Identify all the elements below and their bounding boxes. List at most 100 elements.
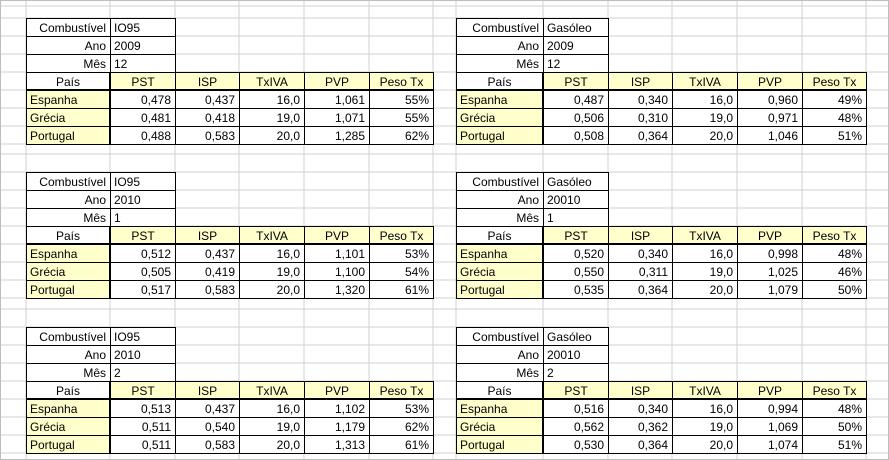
col-header-pais[interactable]: País (27, 227, 111, 245)
ano-value-cell[interactable]: 2009 (544, 37, 609, 55)
pvp-cell[interactable]: 1,046 (738, 127, 803, 145)
country-cell[interactable]: Grécia (457, 263, 544, 281)
mes-label-cell[interactable]: Mês (457, 209, 544, 227)
col-header-pesotx[interactable]: Peso Tx (370, 227, 434, 245)
txiva-cell[interactable]: 16,0 (673, 245, 738, 263)
combustivel-label-cell[interactable]: Combustível (457, 19, 544, 37)
txiva-cell[interactable]: 16,0 (240, 91, 305, 109)
pst-cell[interactable]: 0,481 (111, 109, 176, 127)
txiva-cell[interactable]: 19,0 (240, 418, 305, 436)
ano-value-cell[interactable]: 2010 (111, 191, 176, 209)
ano-value-cell[interactable]: 2010 (111, 346, 176, 364)
mes-label-cell[interactable]: Mês (27, 209, 111, 227)
col-header-isp[interactable]: ISP (176, 382, 240, 400)
pst-cell[interactable]: 0,511 (111, 436, 176, 454)
pvp-cell[interactable]: 1,074 (738, 436, 803, 454)
pesotx-cell[interactable]: 51% (803, 127, 867, 145)
country-cell[interactable]: Portugal (457, 281, 544, 299)
ano-value-cell[interactable]: 20010 (544, 346, 609, 364)
pesotx-cell[interactable]: 61% (370, 281, 434, 299)
pesotx-cell[interactable]: 62% (370, 127, 434, 145)
col-header-pst[interactable]: PST (544, 73, 609, 91)
pst-cell[interactable]: 0,505 (111, 263, 176, 281)
ano-label-cell[interactable]: Ano (27, 191, 111, 209)
isp-cell[interactable]: 0,437 (176, 245, 240, 263)
pvp-cell[interactable]: 1,079 (738, 281, 803, 299)
col-header-pais[interactable]: País (457, 227, 544, 245)
pst-cell[interactable]: 0,516 (544, 400, 609, 418)
pvp-cell[interactable]: 0,971 (738, 109, 803, 127)
txiva-cell[interactable]: 20,0 (240, 281, 305, 299)
country-cell[interactable]: Espanha (457, 245, 544, 263)
pesotx-cell[interactable]: 48% (803, 109, 867, 127)
isp-cell[interactable]: 0,364 (609, 281, 673, 299)
mes-label-cell[interactable]: Mês (27, 55, 111, 73)
col-header-txiva[interactable]: TxIVA (673, 73, 738, 91)
col-header-pst[interactable]: PST (111, 227, 176, 245)
country-cell[interactable]: Grécia (457, 109, 544, 127)
mes-value-cell[interactable]: 2 (111, 364, 176, 382)
txiva-cell[interactable]: 20,0 (673, 127, 738, 145)
mes-label-cell[interactable]: Mês (457, 55, 544, 73)
isp-cell[interactable]: 0,362 (609, 418, 673, 436)
col-header-pst[interactable]: PST (544, 382, 609, 400)
mes-value-cell[interactable]: 12 (544, 55, 609, 73)
isp-cell[interactable]: 0,583 (176, 281, 240, 299)
txiva-cell[interactable]: 20,0 (673, 436, 738, 454)
pvp-cell[interactable]: 1,179 (305, 418, 370, 436)
ano-label-cell[interactable]: Ano (457, 191, 544, 209)
pesotx-cell[interactable]: 50% (803, 418, 867, 436)
pst-cell[interactable]: 0,487 (544, 91, 609, 109)
mes-value-cell[interactable]: 1 (544, 209, 609, 227)
pesotx-cell[interactable]: 51% (803, 436, 867, 454)
pesotx-cell[interactable]: 48% (803, 400, 867, 418)
combustivel-value-cell[interactable]: IO95 (111, 173, 176, 191)
col-header-txiva[interactable]: TxIVA (240, 227, 305, 245)
txiva-cell[interactable]: 16,0 (240, 400, 305, 418)
pvp-cell[interactable]: 1,100 (305, 263, 370, 281)
isp-cell[interactable]: 0,583 (176, 127, 240, 145)
col-header-txiva[interactable]: TxIVA (240, 73, 305, 91)
txiva-cell[interactable]: 20,0 (240, 127, 305, 145)
pst-cell[interactable]: 0,535 (544, 281, 609, 299)
pesotx-cell[interactable]: 53% (370, 400, 434, 418)
isp-cell[interactable]: 0,310 (609, 109, 673, 127)
col-header-txiva[interactable]: TxIVA (673, 227, 738, 245)
pst-cell[interactable]: 0,562 (544, 418, 609, 436)
col-header-pesotx[interactable]: Peso Tx (803, 382, 867, 400)
txiva-cell[interactable]: 19,0 (673, 109, 738, 127)
ano-label-cell[interactable]: Ano (457, 346, 544, 364)
pesotx-cell[interactable]: 55% (370, 91, 434, 109)
txiva-cell[interactable]: 19,0 (240, 263, 305, 281)
country-cell[interactable]: Portugal (27, 281, 111, 299)
col-header-pesotx[interactable]: Peso Tx (370, 382, 434, 400)
col-header-pesotx[interactable]: Peso Tx (803, 227, 867, 245)
country-cell[interactable]: Portugal (457, 127, 544, 145)
combustivel-value-cell[interactable]: Gasóleo (544, 328, 609, 346)
col-header-isp[interactable]: ISP (609, 382, 673, 400)
isp-cell[interactable]: 0,437 (176, 91, 240, 109)
pvp-cell[interactable]: 1,101 (305, 245, 370, 263)
col-header-pais[interactable]: País (27, 73, 111, 91)
mes-value-cell[interactable]: 12 (111, 55, 176, 73)
txiva-cell[interactable]: 20,0 (673, 281, 738, 299)
pvp-cell[interactable]: 1,313 (305, 436, 370, 454)
pesotx-cell[interactable]: 48% (803, 245, 867, 263)
combustivel-label-cell[interactable]: Combustível (27, 19, 111, 37)
ano-label-cell[interactable]: Ano (457, 37, 544, 55)
col-header-isp[interactable]: ISP (609, 227, 673, 245)
isp-cell[interactable]: 0,364 (609, 436, 673, 454)
col-header-pvp[interactable]: PVP (305, 73, 370, 91)
pst-cell[interactable]: 0,520 (544, 245, 609, 263)
pesotx-cell[interactable]: 62% (370, 418, 434, 436)
col-header-pvp[interactable]: PVP (305, 382, 370, 400)
country-cell[interactable]: Espanha (27, 400, 111, 418)
combustivel-value-cell[interactable]: Gasóleo (544, 19, 609, 37)
ano-label-cell[interactable]: Ano (27, 37, 111, 55)
pesotx-cell[interactable]: 54% (370, 263, 434, 281)
country-cell[interactable]: Espanha (27, 91, 111, 109)
isp-cell[interactable]: 0,540 (176, 418, 240, 436)
pesotx-cell[interactable]: 61% (370, 436, 434, 454)
isp-cell[interactable]: 0,311 (609, 263, 673, 281)
col-header-isp[interactable]: ISP (176, 73, 240, 91)
